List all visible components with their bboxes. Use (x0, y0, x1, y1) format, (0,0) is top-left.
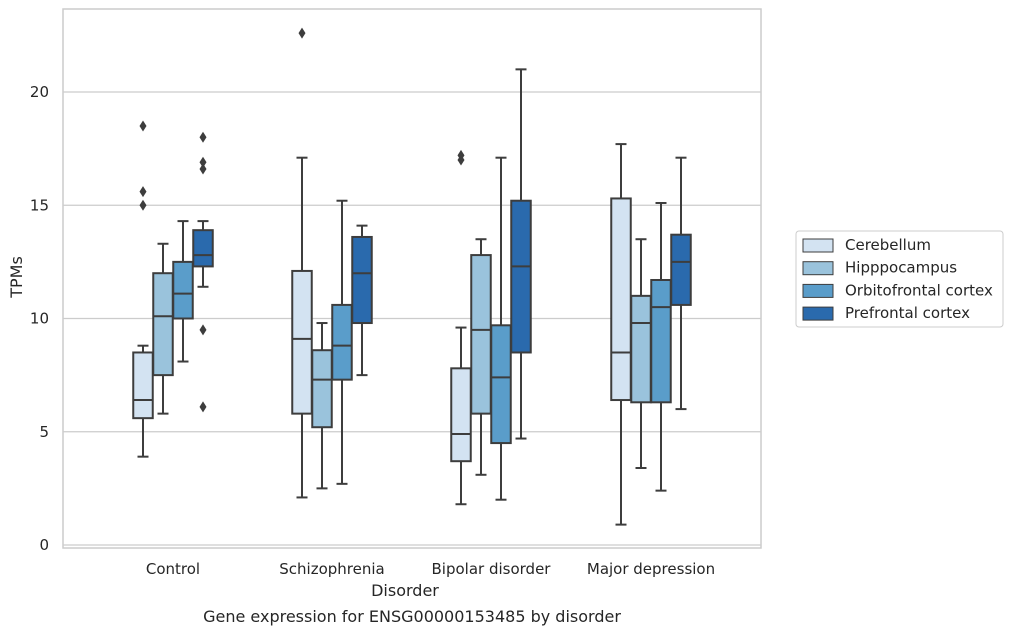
box-2-2 (490, 156, 512, 501)
box-iqr (670, 233, 692, 306)
legend-label: Hipppocampus (845, 259, 957, 277)
y-tick-label: 0 (39, 536, 49, 554)
outlier-point (457, 149, 465, 161)
box-iqr (331, 303, 353, 381)
legend-item: Cerebellum (802, 236, 931, 254)
legend-item: Hipppocampus (802, 259, 957, 277)
box-iqr (470, 254, 492, 415)
legend-swatch (802, 306, 834, 321)
box-0-1 (291, 27, 313, 499)
y-tick-label: 5 (39, 423, 49, 441)
legend-swatch (802, 283, 834, 298)
box-iqr (450, 367, 472, 463)
outlier-point (199, 131, 207, 143)
box-0-0 (132, 120, 154, 458)
box-iqr (192, 229, 214, 268)
box-3-1 (351, 224, 373, 377)
box-iqr (132, 351, 154, 420)
box-iqr (610, 197, 632, 402)
x-tick-label: Schizophrenia (279, 560, 384, 578)
box-iqr (351, 235, 373, 325)
legend-label: Cerebellum (845, 236, 931, 254)
y-tick-label: 15 (30, 196, 49, 214)
box-1-1 (311, 322, 333, 490)
legend-swatch (802, 261, 834, 276)
box-1-2 (470, 238, 492, 476)
box-0-3 (610, 143, 632, 526)
legend-label: Prefrontal cortex (845, 304, 970, 322)
x-tick-label: Major depression (587, 560, 715, 578)
box-iqr (650, 278, 672, 404)
y-axis-ticks: 0 5 10 15 20 (30, 83, 49, 554)
y-tick-label: 20 (30, 83, 49, 101)
box-iqr (630, 294, 652, 404)
x-axis-label: Disorder (371, 581, 439, 600)
box-3-0 (192, 131, 214, 413)
legend-item: Orbitofrontal cortex (802, 281, 993, 299)
chart-caption: Gene expression for ENSG00000153485 by d… (203, 607, 621, 626)
outlier-point (199, 324, 207, 336)
box-2-0 (172, 220, 194, 363)
box-iqr (291, 269, 313, 415)
outlier-point (199, 156, 207, 168)
legend-label: Orbitofrontal cortex (845, 281, 993, 299)
box-0-2 (450, 149, 472, 506)
box-iqr (152, 272, 174, 377)
outlier-point (199, 163, 207, 175)
y-tick-label: 10 (30, 310, 49, 328)
box-2-1 (331, 199, 353, 485)
box-iqr (311, 349, 333, 429)
box-plot-area (132, 27, 692, 526)
box-iqr (490, 324, 512, 445)
legend-swatch (802, 238, 834, 253)
legend-frame (795, 230, 1004, 328)
x-axis-ticks: Control Schizophrenia Bipolar disorder Majo… (146, 560, 715, 578)
outlier-point (139, 199, 147, 211)
box-1-0 (152, 242, 174, 415)
legend: Cerebellum Hipppocampus Orbitofrontal cort… (795, 230, 1004, 328)
y-axis-label: TPMs (7, 256, 26, 299)
box-iqr (172, 260, 194, 320)
outlier-point (139, 186, 147, 198)
outlier-point (298, 27, 306, 39)
box-3-2 (510, 68, 532, 440)
box-iqr (510, 199, 532, 354)
outlier-point (139, 120, 147, 132)
x-tick-label: Control (146, 560, 200, 578)
x-tick-label: Bipolar disorder (432, 560, 552, 578)
box-3-3 (670, 156, 692, 411)
plot-frame (62, 8, 762, 549)
legend-item: Prefrontal cortex (802, 304, 970, 322)
box-2-3 (650, 201, 672, 492)
box-1-3 (630, 238, 652, 469)
outlier-point (199, 401, 207, 413)
